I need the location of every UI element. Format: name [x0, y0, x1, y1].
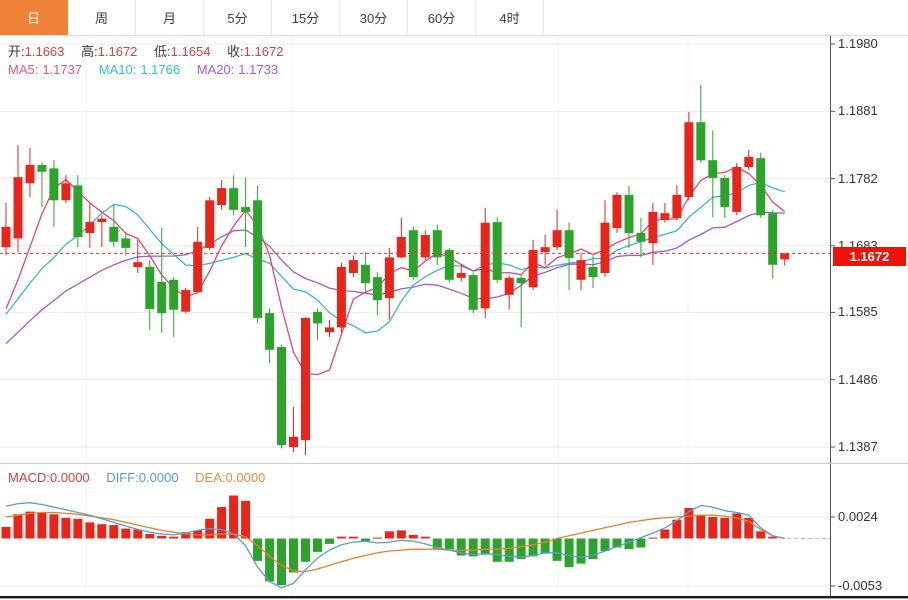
- price-axis-label: 1.1387: [838, 439, 878, 454]
- low-label: 低:: [154, 44, 171, 59]
- macd-axis-label: 0.0024: [838, 509, 878, 524]
- price-axis-label: 1.1980: [838, 36, 878, 51]
- ma5-value: 1.1737: [42, 62, 83, 77]
- ma10-label: MA10:: [98, 62, 137, 77]
- macd-label: MACD:: [8, 470, 50, 485]
- period-tab-7[interactable]: 60分: [408, 0, 476, 35]
- last-price-badge: 1.1672: [833, 247, 906, 266]
- ma20-value: 1.1733: [238, 62, 279, 77]
- period-tab-bar: 日周月 5分 15分 30分 60分 4时: [0, 0, 908, 36]
- ma5-label: MA5:: [8, 62, 39, 77]
- ma10-value: 1.1766: [140, 62, 181, 77]
- period-tab-5[interactable]: 15分: [272, 0, 340, 35]
- open-value: 1.1663: [24, 44, 65, 59]
- period-tab-3[interactable]: 月: [136, 0, 204, 35]
- ma-legend: MA5: 1.1737 MA10: 1.1766 MA20: 1.1733: [8, 62, 291, 78]
- period-tab-4[interactable]: 5分: [204, 0, 272, 35]
- period-tab-1[interactable]: 日: [0, 0, 68, 35]
- macd-value: 0.0000: [49, 470, 90, 485]
- price-axis-label: 1.1881: [838, 103, 878, 119]
- price-axis-label: 1.1486: [838, 371, 878, 387]
- close-label: 收:: [227, 44, 244, 59]
- low-value: 1.1654: [170, 44, 211, 59]
- close-value: 1.1672: [243, 44, 284, 59]
- price-axis-label: 1.1585: [838, 304, 878, 320]
- diff-label: DIFF:: [106, 470, 139, 485]
- macd-axis-label: -0.0053: [838, 577, 883, 593]
- ma20-label: MA20:: [196, 62, 235, 77]
- open-label: 开:: [8, 44, 25, 59]
- high-label: 高:: [81, 44, 98, 59]
- high-value: 1.1672: [97, 44, 138, 59]
- price-axis-label: 1.1782: [838, 170, 878, 186]
- macd-legend: MACD:0.0000 DIFF:0.0000 DEA:0.0000: [8, 470, 278, 486]
- period-tab-2[interactable]: 周: [68, 0, 136, 35]
- period-tab-8[interactable]: 4时: [476, 0, 544, 35]
- dea-label: DEA:: [195, 470, 226, 485]
- quote-bar: 开:1.1663 高:1.1672 低:1.1654 收:1.1672: [8, 44, 296, 60]
- period-tab-6[interactable]: 30分: [340, 0, 408, 35]
- diff-value: 0.0000: [138, 470, 179, 485]
- dea-value: 0.0000: [225, 470, 266, 485]
